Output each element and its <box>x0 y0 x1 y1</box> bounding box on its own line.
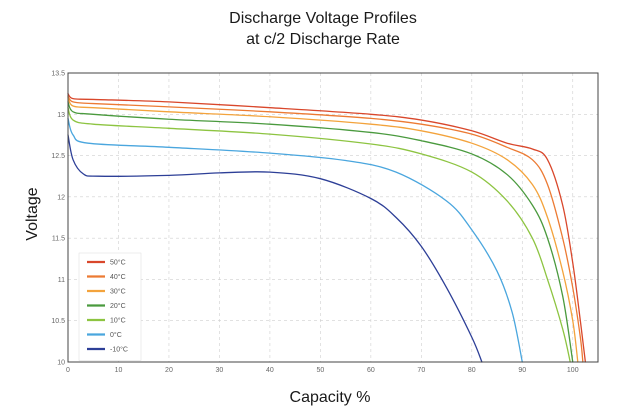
series-lines <box>67 92 587 363</box>
legend-label: 40°C <box>110 273 126 281</box>
y-tick-label: 11.5 <box>52 236 65 243</box>
y-axis-label: Voltage <box>24 187 41 240</box>
y-tick-label: 11 <box>58 277 65 284</box>
x-tick-label: 0 <box>66 367 70 374</box>
series-line-0 <box>67 92 587 363</box>
y-tick-label: 10.5 <box>51 318 65 325</box>
x-tick-label: 80 <box>468 367 476 374</box>
series-line-2 <box>67 97 579 363</box>
x-tick-label: 50 <box>316 367 324 374</box>
legend-label: 20°C <box>110 302 126 310</box>
legend-label: -10°C <box>110 346 128 354</box>
y-tick-label: 13 <box>57 112 65 119</box>
series-line-4 <box>67 107 571 363</box>
x-tick-label: 60 <box>367 367 375 374</box>
series-line-3 <box>67 101 574 363</box>
series-line-5 <box>67 117 523 363</box>
legend-label: 50°C <box>110 259 126 267</box>
y-tick-label: 12 <box>57 194 65 201</box>
x-tick-label: 10 <box>115 367 123 374</box>
x-axis-label: Capacity % <box>290 389 371 406</box>
series-line-1 <box>67 95 584 363</box>
legend-box <box>78 252 142 361</box>
x-tick-label: 20 <box>165 367 173 374</box>
y-tick-label: 13.5 <box>51 71 65 78</box>
series-line-6 <box>67 134 483 363</box>
axis-ticks: 0 10 20 30 40 50 60 70 80 90 1001010.51111.51212.5… <box>51 71 578 375</box>
legend: 50°C 40°C 30°C 20°C 10°C 0°C -10°C <box>78 252 142 361</box>
x-tick-label: 70 <box>417 367 425 374</box>
x-tick-label: 30 <box>216 367 224 374</box>
legend-items: 50°C 40°C 30°C 20°C 10°C 0°C -10°C <box>87 259 128 354</box>
chart-title-line-1: Discharge Voltage Profiles <box>229 10 417 27</box>
legend-label: 30°C <box>110 288 126 296</box>
x-tick-label: 100 <box>567 367 579 374</box>
y-tick-label: 12.5 <box>51 153 65 160</box>
plot-area-frame <box>67 72 599 363</box>
chart-title-line-2: at c/2 Discharge Rate <box>246 31 400 48</box>
legend-label: 10°C <box>110 317 126 325</box>
grid <box>67 72 598 363</box>
y-tick-label: 10 <box>57 360 65 367</box>
legend-label: 0°C <box>110 331 122 339</box>
x-tick-label: 40 <box>266 367 274 374</box>
x-tick-label: 90 <box>518 367 526 374</box>
